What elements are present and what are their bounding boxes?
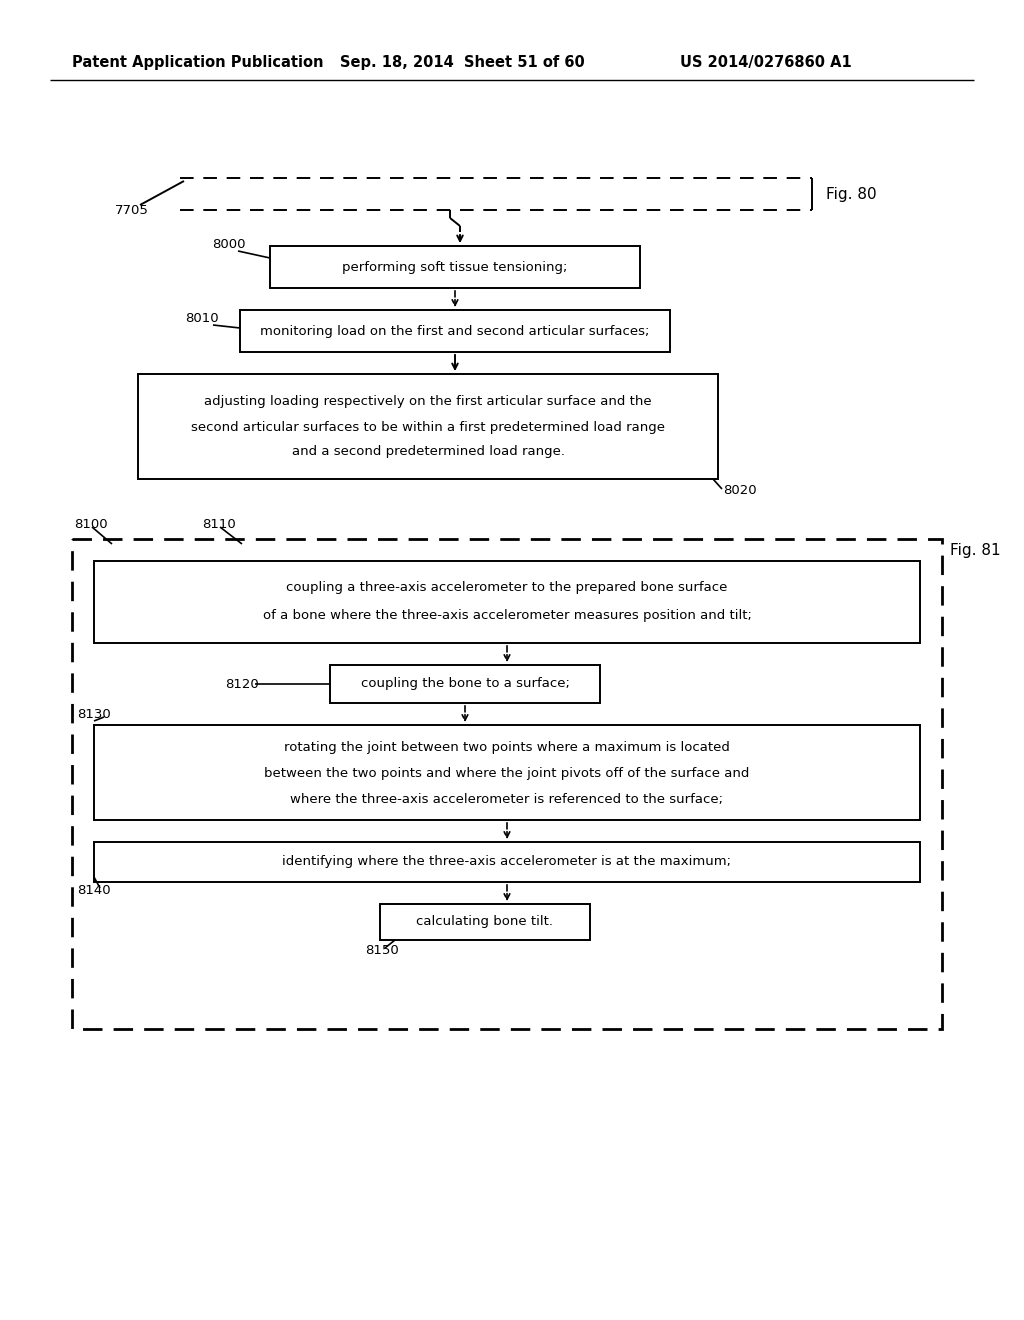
Bar bbox=[138, 374, 718, 479]
Bar bbox=[240, 310, 670, 352]
Text: monitoring load on the first and second articular surfaces;: monitoring load on the first and second … bbox=[260, 325, 649, 338]
Bar bbox=[270, 246, 640, 288]
Text: 8150: 8150 bbox=[365, 944, 398, 957]
Text: Sep. 18, 2014  Sheet 51 of 60: Sep. 18, 2014 Sheet 51 of 60 bbox=[340, 54, 585, 70]
Text: performing soft tissue tensioning;: performing soft tissue tensioning; bbox=[342, 260, 567, 273]
Text: Patent Application Publication: Patent Application Publication bbox=[72, 54, 324, 70]
Text: 7705: 7705 bbox=[115, 203, 148, 216]
Text: where the three-axis accelerometer is referenced to the surface;: where the three-axis accelerometer is re… bbox=[291, 792, 724, 805]
Text: coupling the bone to a surface;: coupling the bone to a surface; bbox=[360, 677, 569, 690]
Text: Fig. 80: Fig. 80 bbox=[826, 186, 877, 202]
Bar bbox=[94, 561, 920, 643]
Bar bbox=[380, 904, 590, 940]
Text: and a second predetermined load range.: and a second predetermined load range. bbox=[292, 446, 564, 458]
Text: second articular surfaces to be within a first predetermined load range: second articular surfaces to be within a… bbox=[191, 421, 665, 433]
Text: rotating the joint between two points where a maximum is located: rotating the joint between two points wh… bbox=[284, 741, 730, 754]
Text: 8120: 8120 bbox=[225, 677, 259, 690]
Text: Fig. 81: Fig. 81 bbox=[950, 544, 1000, 558]
Text: calculating bone tilt.: calculating bone tilt. bbox=[417, 916, 554, 928]
Text: 8000: 8000 bbox=[212, 238, 246, 251]
Text: US 2014/0276860 A1: US 2014/0276860 A1 bbox=[680, 54, 852, 70]
Bar bbox=[94, 842, 920, 882]
Text: between the two points and where the joint pivots off of the surface and: between the two points and where the joi… bbox=[264, 767, 750, 780]
Bar bbox=[72, 539, 942, 1030]
Text: 8140: 8140 bbox=[77, 883, 111, 896]
Text: 8110: 8110 bbox=[202, 519, 236, 532]
Text: coupling a three-axis accelerometer to the prepared bone surface: coupling a three-axis accelerometer to t… bbox=[287, 582, 728, 594]
Bar bbox=[94, 725, 920, 820]
Text: of a bone where the three-axis accelerometer measures position and tilt;: of a bone where the three-axis accelerom… bbox=[262, 610, 752, 623]
Text: identifying where the three-axis accelerometer is at the maximum;: identifying where the three-axis acceler… bbox=[283, 855, 731, 869]
Bar bbox=[330, 665, 600, 704]
Text: 8020: 8020 bbox=[723, 484, 757, 498]
Text: 8100: 8100 bbox=[74, 519, 108, 532]
Text: 8130: 8130 bbox=[77, 709, 111, 722]
Text: 8010: 8010 bbox=[185, 312, 219, 325]
Text: adjusting loading respectively on the first articular surface and the: adjusting loading respectively on the fi… bbox=[204, 396, 652, 408]
